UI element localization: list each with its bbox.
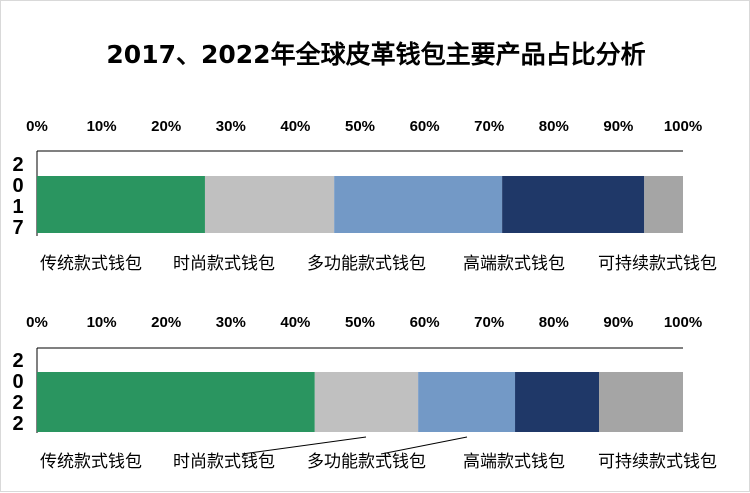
x-tick-label: 10% — [87, 314, 117, 331]
bar-segment — [204, 176, 335, 233]
x-tick-label: 100% — [664, 118, 702, 135]
x-tick-label: 80% — [539, 118, 569, 135]
x-tick-label: 40% — [280, 314, 310, 331]
x-tick-label: 30% — [216, 314, 246, 331]
leader-line — [380, 436, 468, 455]
x-tick-label: 100% — [664, 314, 702, 331]
legend-label: 多功能款式钱包 — [307, 452, 426, 472]
category-label-char: 7 — [12, 217, 23, 239]
x-tick-label: 60% — [410, 314, 440, 331]
legend-label: 传统款式钱包 — [40, 452, 142, 472]
bar-segment — [599, 372, 683, 432]
x-tick-label: 20% — [151, 314, 181, 331]
category-label-char: 0 — [12, 175, 23, 197]
chart-title: 2017、2022年全球皮革钱包主要产品占比分析 — [106, 40, 645, 69]
x-tick-label: 50% — [345, 314, 375, 331]
bar-segment — [418, 372, 516, 432]
x-tick-label: 10% — [87, 118, 117, 135]
x-tick-label: 60% — [410, 118, 440, 135]
x-tick-label: 20% — [151, 118, 181, 135]
x-tick-label: 70% — [474, 118, 504, 135]
bar-segment — [502, 176, 645, 233]
x-tick-label: 90% — [603, 314, 633, 331]
x-tick-label: 40% — [280, 118, 310, 135]
x-tick-label: 0% — [26, 314, 48, 331]
category-label-char: 1 — [12, 196, 23, 218]
legend-label: 时尚款式钱包 — [173, 452, 275, 472]
legend-label: 多功能款式钱包 — [307, 254, 426, 274]
legend-label: 传统款式钱包 — [40, 254, 142, 274]
category-label-char: 2 — [12, 350, 23, 372]
category-label-char: 2 — [12, 154, 23, 176]
category-label-char: 0 — [12, 371, 23, 393]
category-label-char: 2 — [12, 392, 23, 414]
leader-line — [241, 436, 367, 455]
bar-segment — [37, 372, 315, 432]
x-tick-label: 90% — [603, 118, 633, 135]
x-tick-label: 50% — [345, 118, 375, 135]
bar-segment — [37, 176, 205, 233]
bar-segment — [314, 372, 419, 432]
x-tick-label: 0% — [26, 118, 48, 135]
x-tick-label: 80% — [539, 314, 569, 331]
x-tick-label: 30% — [216, 118, 246, 135]
bar-segment — [515, 372, 600, 432]
bar-segment — [334, 176, 503, 233]
legend-label: 高端款式钱包 — [463, 254, 565, 274]
legend-label: 时尚款式钱包 — [173, 254, 275, 274]
legend-label: 高端款式钱包 — [463, 452, 565, 472]
bar-segment — [644, 176, 683, 233]
legend-label: 可持续款式钱包 — [598, 254, 717, 274]
x-tick-label: 70% — [474, 314, 504, 331]
category-label-char: 2 — [12, 413, 23, 435]
legend-label: 可持续款式钱包 — [598, 452, 717, 472]
